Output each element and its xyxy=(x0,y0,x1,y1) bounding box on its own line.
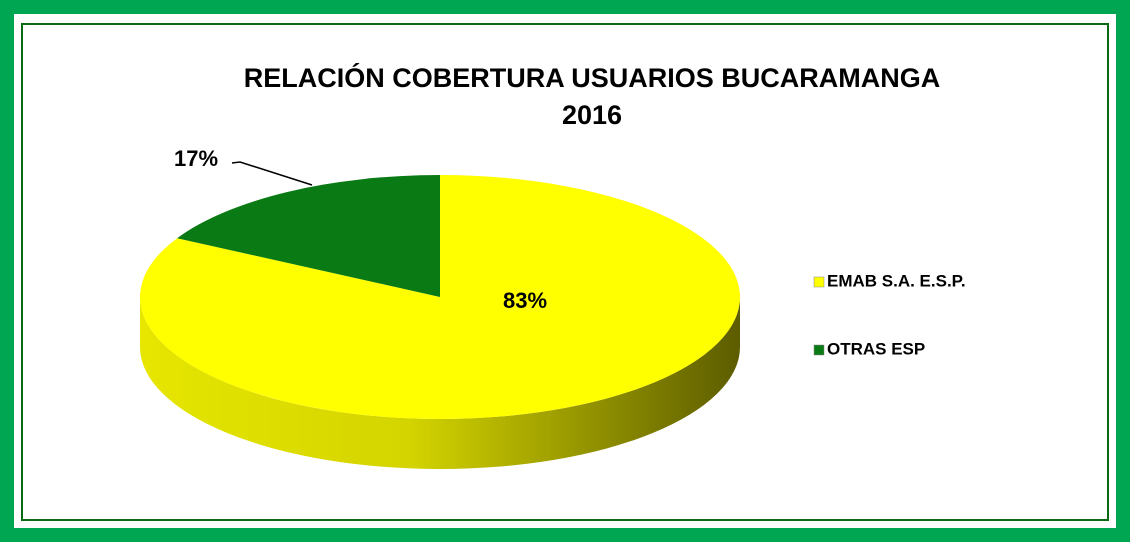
data-label: 17% xyxy=(174,146,218,171)
legend-swatch xyxy=(813,344,825,356)
inner-border xyxy=(21,23,1109,521)
data-label: 83% xyxy=(503,288,547,313)
slice-side xyxy=(140,297,740,469)
legend-label: OTRAS ESP xyxy=(827,339,925,358)
slice xyxy=(177,175,440,297)
leader-line xyxy=(231,161,313,186)
legend-swatch xyxy=(813,276,825,288)
chart-title: RELACIÓN COBERTURA USUARIOS BUCARAMANGA xyxy=(244,62,941,93)
chart-title: 2016 xyxy=(562,100,622,130)
legend-label: EMAB S.A. E.S.P. xyxy=(827,271,966,290)
